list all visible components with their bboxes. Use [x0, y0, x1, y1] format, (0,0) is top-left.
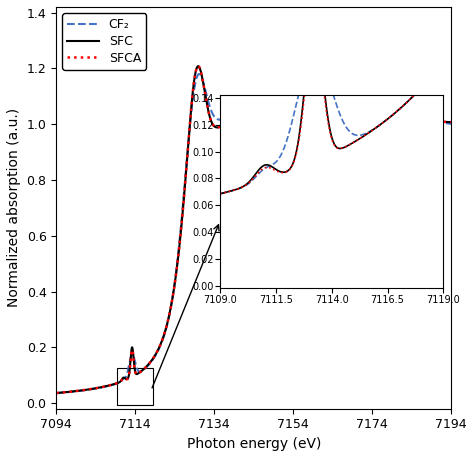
CF₂ — [398, 114, 404, 120]
CF₂ — [54, 391, 59, 396]
SFCA — [195, 63, 201, 69]
SFCA — [99, 384, 104, 390]
CF₂ — [441, 120, 447, 125]
CF₂ — [205, 97, 210, 103]
CF₂ — [196, 71, 202, 77]
SFC — [99, 384, 104, 390]
Line: SFCA: SFCA — [56, 66, 451, 393]
SFCA — [222, 123, 228, 128]
SFCA — [398, 118, 404, 123]
X-axis label: Photon energy (eV): Photon energy (eV) — [187, 437, 321, 451]
SFC — [398, 118, 404, 123]
SFC — [448, 120, 454, 125]
CF₂ — [99, 385, 104, 390]
SFC — [195, 63, 201, 69]
SFCA — [441, 119, 447, 125]
SFCA — [54, 390, 59, 396]
SFCA — [448, 120, 454, 125]
Line: SFC: SFC — [56, 66, 451, 393]
CF₂ — [222, 117, 228, 122]
SFC — [205, 106, 210, 111]
SFC — [122, 375, 128, 381]
SFCA — [122, 376, 128, 381]
SFC — [222, 123, 228, 128]
SFC — [441, 119, 447, 125]
Legend: CF₂, SFC, SFCA: CF₂, SFC, SFCA — [63, 13, 146, 70]
Bar — [118, 368, 153, 404]
SFC — [54, 390, 59, 396]
CF₂ — [122, 375, 128, 381]
CF₂ — [448, 121, 454, 126]
Y-axis label: Normalized absorption (a.u.): Normalized absorption (a.u.) — [7, 109, 21, 307]
SFCA — [205, 106, 210, 111]
Line: CF₂: CF₂ — [56, 74, 451, 393]
